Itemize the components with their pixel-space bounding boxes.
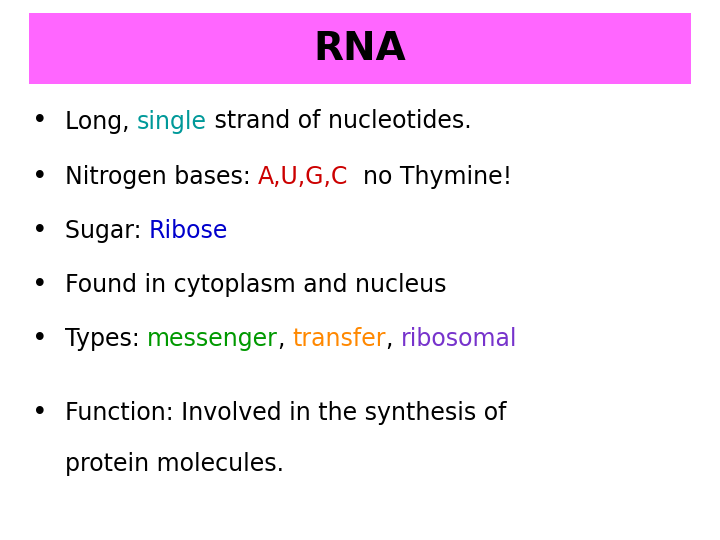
Text: strand of nucleotides.: strand of nucleotides.: [207, 110, 472, 133]
Text: ribosomal: ribosomal: [401, 327, 518, 351]
Text: Nitrogen bases:: Nitrogen bases:: [65, 165, 258, 189]
Text: •: •: [32, 109, 48, 134]
Text: •: •: [32, 400, 48, 426]
Text: no Thymine!: no Thymine!: [348, 165, 513, 189]
Text: •: •: [32, 218, 48, 244]
Text: RNA: RNA: [314, 30, 406, 68]
Text: Sugar:: Sugar:: [65, 219, 149, 243]
Text: Long,: Long,: [65, 110, 137, 133]
Text: ,: ,: [278, 327, 293, 351]
Text: ,: ,: [387, 327, 401, 351]
Text: Ribose: Ribose: [149, 219, 228, 243]
Text: A,U,G,C: A,U,G,C: [258, 165, 348, 189]
Bar: [29, 14, 691, 84]
Text: transfer: transfer: [293, 327, 387, 351]
Text: protein molecules.: protein molecules.: [65, 453, 284, 476]
Text: single: single: [137, 110, 207, 133]
Text: Found in cytoplasm and nucleus: Found in cytoplasm and nucleus: [65, 273, 446, 297]
Text: •: •: [32, 326, 48, 352]
Text: Types:: Types:: [65, 327, 147, 351]
Text: •: •: [32, 164, 48, 190]
Text: messenger: messenger: [147, 327, 278, 351]
Text: Function: Involved in the synthesis of: Function: Involved in the synthesis of: [65, 401, 506, 425]
Text: •: •: [32, 272, 48, 298]
